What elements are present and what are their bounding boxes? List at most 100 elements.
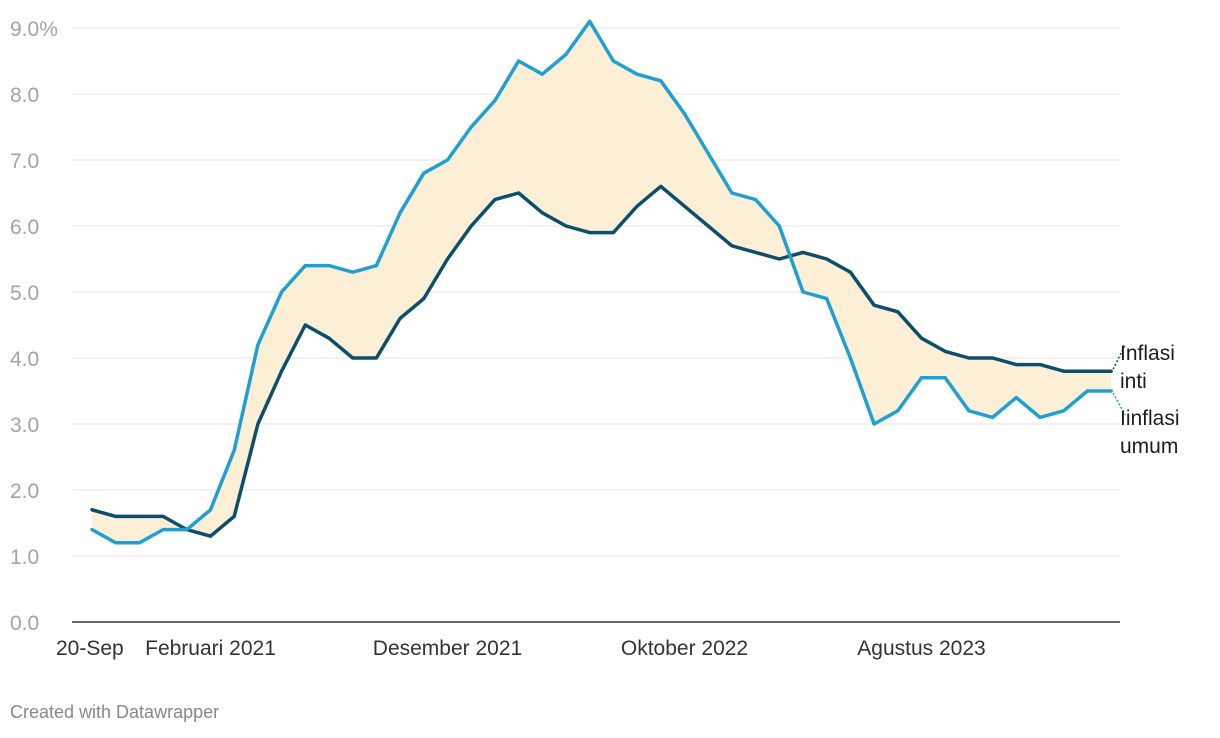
data-point [137,541,141,545]
data-point [1109,389,1113,393]
data-point [327,264,331,268]
data-point [564,52,568,56]
series-label: umum [1120,435,1178,458]
data-point [777,257,781,261]
x-tick-label: Oktober 2022 [621,637,748,660]
data-point [920,336,923,340]
data-point [730,244,734,248]
data-point [161,514,165,518]
data-point [114,541,118,545]
series-labels: Inflasi inti Iinflasi umum [1112,342,1180,458]
data-point [1062,409,1066,413]
data-point [754,250,758,254]
data-point [659,79,663,83]
series-label: Inflasi [1120,342,1175,365]
data-point [991,356,995,360]
data-point [398,316,402,320]
data-point [398,211,402,215]
y-tick-label: 9.0% [10,18,58,41]
label-connector [1112,344,1126,370]
data-point [635,72,639,76]
data-point [801,290,805,294]
data-point [114,514,118,518]
data-point [374,264,378,268]
line-chart: 0.0 1.0 2.0 3.0 4.0 5.0 6.0 7.0 8.0 9.0% 20-Sep Feb… [10,18,1180,660]
y-tick-label: 8.0 [10,84,39,107]
data-point [1085,369,1089,373]
data-point [446,158,449,162]
data-point [422,171,426,175]
y-tick-label: 3.0 [10,414,39,437]
data-point [351,356,355,360]
data-point [517,191,521,195]
data-point [706,224,710,228]
data-point [1038,415,1042,419]
data-point [280,290,284,294]
data-point [280,369,284,373]
data-point [540,72,544,76]
data-point [1038,363,1042,367]
range-band [92,21,1112,543]
data-point [848,356,852,360]
series-lines [90,19,1113,545]
y-tick-label: 2.0 [10,480,39,503]
data-point [967,409,971,413]
y-tick-label: 6.0 [10,216,39,239]
data-point [611,231,615,235]
y-tick-label: 5.0 [10,282,39,305]
x-tick-label: Agustus 2023 [857,637,985,660]
axes: 0.0 1.0 2.0 3.0 4.0 5.0 6.0 7.0 8.0 9.0% 20-Sep Feb… [10,18,1120,660]
data-point [991,415,995,419]
footer-credit: Created with Datawrapper [10,702,220,722]
data-point [1085,389,1089,393]
data-point [872,422,876,426]
data-point [303,323,307,327]
data-point [256,343,260,347]
data-point [351,270,355,274]
data-point [137,514,141,518]
data-point [185,528,189,532]
x-tick-label: Desember 2021 [373,637,522,660]
data-point [896,310,900,314]
data-point [943,349,947,353]
data-point [943,376,947,380]
data-point [90,508,94,512]
y-tick-label: 7.0 [10,150,39,173]
data-point [209,508,212,512]
data-point [754,198,758,202]
data-point [303,264,307,268]
label-connector [1112,392,1126,416]
data-point [469,224,473,228]
data-point [1014,363,1018,367]
data-point [635,204,639,208]
data-point [706,151,710,155]
data-point [801,250,805,254]
data-point [161,528,165,532]
data-point [872,303,876,307]
data-point [232,448,236,452]
data-point [683,112,686,116]
y-tick-label: 4.0 [10,348,39,371]
series-label: inti [1120,370,1147,393]
data-point [564,224,568,228]
y-tick-label: 0.0 [10,612,39,635]
series-label: Iinflasi [1120,407,1180,430]
data-point [540,211,544,215]
data-point [327,336,331,340]
data-point [209,534,212,538]
data-point [588,19,592,23]
data-point [493,99,497,103]
data-point [493,198,497,202]
data-point [1109,369,1113,373]
series-line-1 [90,19,1113,545]
data-point [659,184,663,188]
data-point [611,59,615,63]
data-point [777,224,781,228]
data-point [1014,396,1018,400]
data-point [232,514,236,518]
x-tick-label: Februari 2021 [145,637,276,660]
data-point [256,422,260,426]
data-point [825,257,829,261]
data-point [825,297,829,301]
data-point [90,528,94,532]
